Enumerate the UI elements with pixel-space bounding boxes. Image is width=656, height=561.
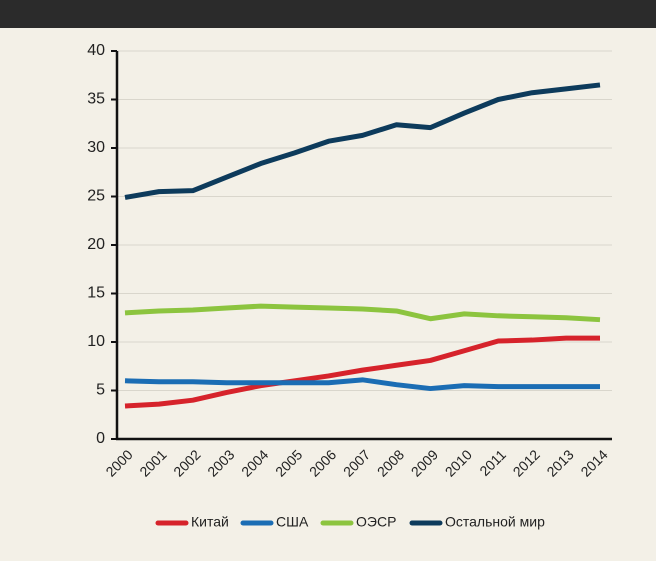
legend-label: Остальной мир — [445, 514, 545, 530]
legend-label: ОЭСР — [356, 514, 396, 530]
series-line — [124, 82, 601, 200]
y-tick-label: 20 — [87, 236, 105, 253]
legend-label: Китай — [191, 514, 229, 530]
y-tick-label: 30 — [87, 139, 105, 156]
y-tick-label: 0 — [96, 430, 105, 447]
y-tick-label: 10 — [87, 333, 105, 350]
series-line — [124, 377, 600, 392]
series-line — [124, 303, 601, 323]
y-tick-label: 25 — [87, 188, 105, 205]
legend-label: США — [276, 514, 309, 530]
y-tick-label: 40 — [87, 42, 105, 59]
y-tick-label: 35 — [87, 91, 105, 108]
header-bar — [0, 0, 656, 28]
y-tick-label: 15 — [87, 285, 105, 302]
y-tick-label: 5 — [96, 382, 105, 399]
series-line — [124, 335, 600, 409]
